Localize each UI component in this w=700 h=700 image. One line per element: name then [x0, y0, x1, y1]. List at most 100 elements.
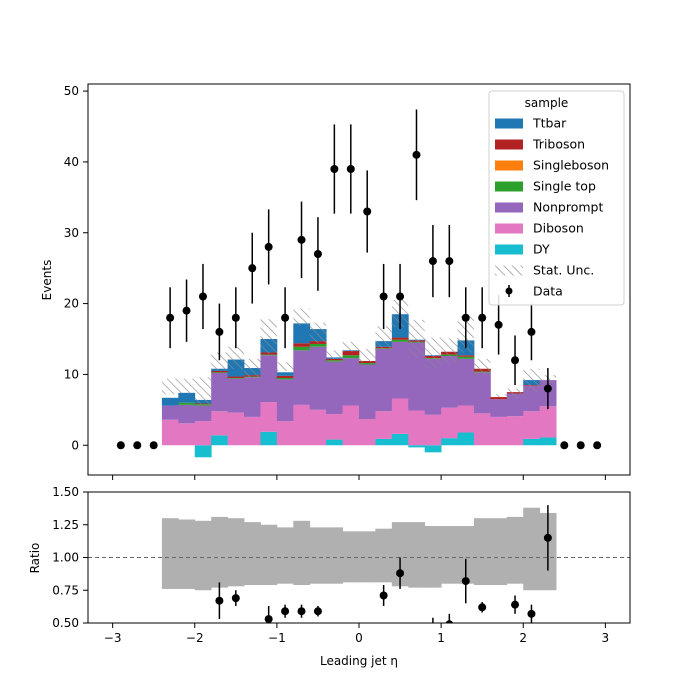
- ratio-point: [215, 596, 224, 605]
- ratio-band-bin: [342, 531, 360, 583]
- stat-unc-bin: [161, 378, 179, 395]
- ratio-unc-band: [161, 507, 557, 591]
- bar-dy: [408, 445, 426, 448]
- y-tick-label: 1.50: [52, 485, 79, 499]
- x-tick-label: −2: [186, 631, 204, 645]
- data-point: [215, 327, 224, 336]
- data-point: [264, 242, 273, 251]
- main-y-axis-label: Events: [40, 260, 54, 301]
- ratio-point: [527, 609, 536, 618]
- bar-diboson: [473, 413, 491, 446]
- bar-nonprompt: [178, 404, 196, 424]
- ratio-band-bin: [424, 526, 442, 588]
- ratio-points: [215, 505, 552, 623]
- ratio-point: [297, 607, 306, 616]
- ratio-band-bin: [309, 527, 327, 584]
- legend-swatch-ttbar: [495, 118, 523, 129]
- ratio-band-bin: [391, 522, 409, 587]
- ratio-band-bin: [161, 518, 179, 589]
- bar-diboson: [194, 421, 212, 446]
- bar-single-top: [211, 372, 229, 373]
- bar-diboson: [342, 405, 360, 446]
- stat-unc-bin: [227, 346, 245, 370]
- stat-unc-bin: [260, 319, 277, 354]
- ratio-x-axis: −3 −2 −1 0 1 2 3: [104, 623, 609, 645]
- legend-label-nonprompt: Nonprompt: [533, 200, 603, 215]
- ratio-point: [511, 600, 520, 609]
- data-point: [231, 313, 240, 322]
- bar-dy: [326, 439, 343, 446]
- legend-label-data: Data: [533, 284, 563, 299]
- main-panel: 0 10 20 30 40 50 Events: [40, 83, 631, 480]
- legend-swatch-stat-unc: [495, 265, 523, 276]
- bar-diboson: [211, 411, 229, 436]
- ratio-point: [379, 591, 388, 600]
- legend: sample Ttbar Triboson Singleboson Single top…: [488, 90, 625, 306]
- ratio-band-bin: [293, 520, 311, 586]
- bar-single-top: [260, 354, 278, 356]
- bar-single-top: [276, 377, 294, 380]
- stat-unc-bin: [342, 341, 359, 352]
- ratio-point: [396, 569, 405, 578]
- legend-swatch-nonprompt: [495, 202, 523, 213]
- bar-diboson: [244, 416, 261, 446]
- bar-diboson: [441, 407, 458, 439]
- data-points: [116, 109, 602, 450]
- data-point: [281, 313, 290, 322]
- ratio-band-bin: [375, 528, 393, 583]
- stat-unc-bin: [293, 308, 310, 326]
- ratio-band-bin: [244, 522, 261, 586]
- bar-dy: [375, 438, 393, 446]
- y-tick-label: 10: [64, 367, 79, 381]
- bar-diboson: [359, 419, 376, 446]
- bar-single-top: [293, 346, 311, 351]
- bar-ttbar: [276, 372, 294, 376]
- bar-nonprompt: [161, 405, 179, 420]
- y-tick-label: 50: [64, 84, 79, 98]
- legend-swatch-singleboson: [495, 160, 523, 171]
- ratio-band-bin: [490, 518, 508, 586]
- x-tick-label: 2: [519, 631, 527, 645]
- ratio-point: [445, 620, 454, 623]
- legend-swatch-dy: [495, 244, 523, 255]
- ratio-panel: −3 −2 −1 0 1 2 3 0.50 0.75 1.00 1.25 1.50 Ratio Le…: [28, 485, 631, 668]
- data-point: [494, 320, 503, 329]
- data-point: [149, 441, 158, 450]
- bar-diboson: [391, 398, 409, 434]
- ratio-band-bin: [227, 518, 245, 587]
- bar-nonprompt: [391, 341, 409, 399]
- data-point: [396, 292, 405, 301]
- x-axis-label: Leading jet η: [320, 654, 398, 668]
- bar-single-top: [457, 356, 475, 359]
- x-tick-label: 1: [437, 631, 445, 645]
- ratio-band-bin: [326, 527, 343, 584]
- bar-diboson: [293, 404, 311, 446]
- bar-single-top: [342, 355, 360, 359]
- legend-label-dy: DY: [533, 242, 550, 257]
- data-point: [346, 165, 355, 173]
- ratio-point: [313, 607, 322, 616]
- bar-diboson: [490, 416, 508, 446]
- y-tick-label: 0: [71, 438, 79, 452]
- main-y-axis: 0 10 20 30 40 50: [64, 84, 88, 452]
- bar-dy: [424, 445, 442, 453]
- ratio-band-bin: [359, 531, 376, 583]
- y-tick-label: 20: [64, 297, 79, 311]
- bar-diboson: [178, 423, 196, 446]
- bar-dy: [441, 438, 458, 446]
- ratio-band-bin: [473, 518, 491, 586]
- ratio-band-bin: [523, 507, 541, 591]
- bar-nonprompt: [211, 373, 229, 412]
- data-point: [133, 441, 142, 450]
- legend-title: sample: [525, 96, 569, 110]
- data-point: [297, 235, 306, 244]
- bar-triboson: [227, 376, 245, 378]
- stat-unc-bin: [244, 358, 261, 378]
- data-point: [248, 264, 257, 273]
- bar-diboson: [424, 414, 442, 446]
- data-point: [576, 441, 585, 450]
- bar-nonprompt: [457, 358, 475, 406]
- data-point: [511, 356, 520, 365]
- x-tick-label: 3: [602, 631, 610, 645]
- stat-unc-bin: [490, 394, 507, 398]
